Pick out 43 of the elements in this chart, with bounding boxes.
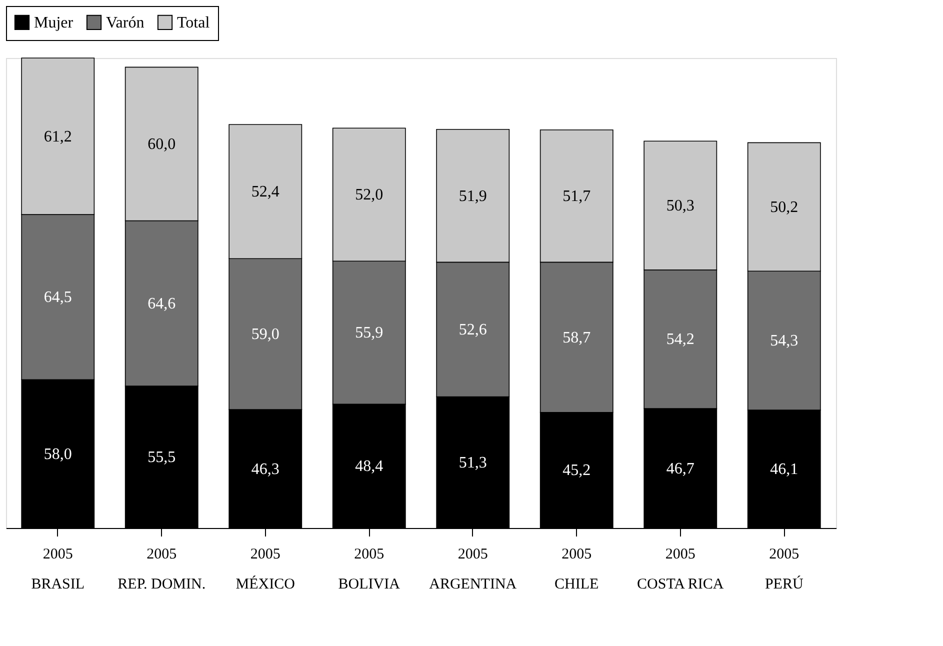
data-label: 51,3 xyxy=(458,454,487,472)
legend-label: Mujer xyxy=(34,14,74,32)
annotation: 2005 xyxy=(146,546,177,562)
data-label: 64,5 xyxy=(44,289,72,306)
x-tick-label: PERÚ xyxy=(764,576,804,592)
x-tick-label: MÉXICO xyxy=(236,576,296,592)
data-label: 50,3 xyxy=(666,198,694,214)
annotation: 2005 xyxy=(458,546,488,562)
x-tick-label: BRASIL xyxy=(31,576,85,592)
data-label: 64,6 xyxy=(148,295,176,312)
data-label: 55,9 xyxy=(355,324,384,342)
data-label: 59,0 xyxy=(251,326,280,344)
data-label: 52,0 xyxy=(355,186,384,204)
annotation: 2005 xyxy=(354,546,384,562)
data-label: 46,3 xyxy=(251,460,280,478)
data-label: 46,7 xyxy=(666,460,694,478)
x-tick-label: REP. DOMIN. xyxy=(118,576,206,592)
data-label: 60,0 xyxy=(148,136,176,153)
data-label: 52,6 xyxy=(458,321,487,338)
data-label: 50,2 xyxy=(770,198,798,216)
annotation: 2005 xyxy=(562,546,592,562)
legend-label: Varón xyxy=(106,14,144,32)
data-label: 54,3 xyxy=(770,332,798,350)
data-label: 54,2 xyxy=(666,331,694,348)
annotation: 2005 xyxy=(42,546,73,562)
data-label: 51,9 xyxy=(458,188,487,205)
x-tick-label: COSTA RICA xyxy=(637,576,724,592)
x-tick-label: ARGENTINA xyxy=(429,576,517,592)
data-label: 61,2 xyxy=(44,128,72,146)
annotation: 2005 xyxy=(250,546,280,562)
annotation: 2005 xyxy=(769,546,800,562)
data-label: 51,7 xyxy=(562,188,591,206)
data-label: 46,1 xyxy=(770,461,798,478)
legend-label: Total xyxy=(177,14,210,32)
data-label: 45,2 xyxy=(562,462,591,480)
x-tick-label: CHILE xyxy=(554,576,599,592)
data-label: 58,0 xyxy=(44,446,72,463)
data-label: 52,4 xyxy=(251,184,280,201)
data-label: 55,5 xyxy=(148,449,176,466)
x-tick-label: BOLIVIA xyxy=(338,576,400,592)
data-label: 58,7 xyxy=(562,329,591,346)
annotation: 2005 xyxy=(665,546,696,562)
data-label: 48,4 xyxy=(355,458,384,476)
